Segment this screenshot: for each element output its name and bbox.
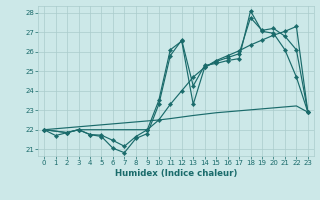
X-axis label: Humidex (Indice chaleur): Humidex (Indice chaleur) [115, 169, 237, 178]
